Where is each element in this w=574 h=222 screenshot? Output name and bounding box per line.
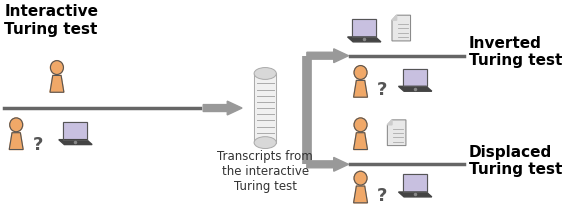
Text: Transcripts from
the interactive
Turing test: Transcripts from the interactive Turing …	[218, 149, 313, 192]
Polygon shape	[354, 133, 367, 149]
Polygon shape	[9, 133, 23, 149]
Polygon shape	[403, 174, 427, 192]
Circle shape	[51, 61, 63, 74]
Polygon shape	[354, 80, 367, 97]
Text: ?: ?	[377, 187, 387, 205]
Polygon shape	[387, 120, 392, 125]
Polygon shape	[398, 192, 432, 197]
Circle shape	[10, 118, 23, 132]
Text: ?: ?	[377, 81, 387, 99]
Ellipse shape	[254, 137, 276, 149]
Polygon shape	[307, 49, 348, 63]
Polygon shape	[50, 75, 64, 92]
Circle shape	[354, 171, 367, 185]
Polygon shape	[203, 101, 242, 115]
Ellipse shape	[254, 67, 276, 79]
Circle shape	[354, 118, 367, 132]
Polygon shape	[352, 19, 377, 37]
Text: Interactive
Turing test: Interactive Turing test	[4, 4, 98, 37]
Polygon shape	[254, 73, 276, 143]
Polygon shape	[307, 157, 348, 171]
Text: ?: ?	[33, 136, 44, 154]
Polygon shape	[403, 69, 427, 86]
Polygon shape	[392, 15, 410, 41]
Polygon shape	[398, 86, 432, 91]
Text: Inverted
Turing test: Inverted Turing test	[469, 36, 562, 68]
Text: Displaced
Turing test: Displaced Turing test	[469, 145, 562, 177]
Circle shape	[354, 65, 367, 79]
Polygon shape	[392, 15, 397, 20]
Polygon shape	[59, 140, 92, 145]
Polygon shape	[354, 186, 367, 203]
Polygon shape	[348, 37, 381, 42]
Polygon shape	[387, 120, 406, 146]
Polygon shape	[63, 122, 87, 140]
